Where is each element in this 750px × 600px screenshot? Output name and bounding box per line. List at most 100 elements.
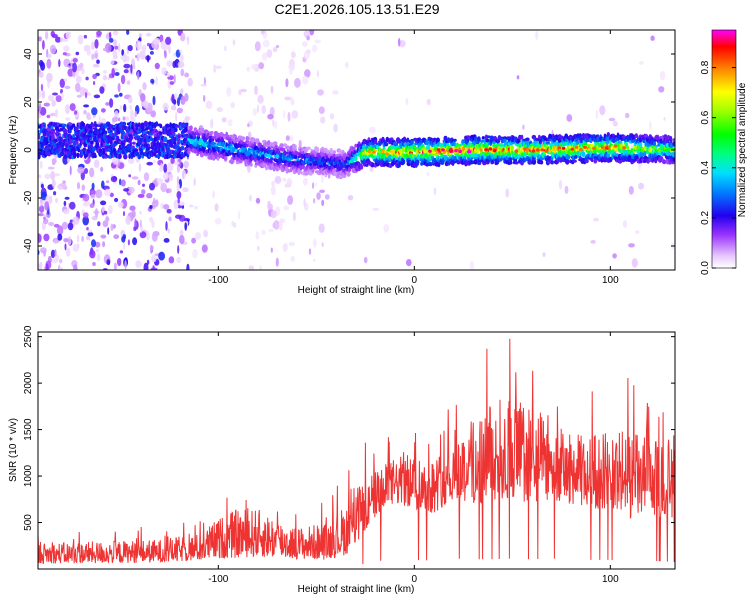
heatmap-cell (287, 195, 294, 205)
heatmap-cell (181, 154, 186, 158)
heatmap-cell (212, 190, 215, 199)
heatmap-cell (59, 78, 65, 89)
heatmap-cell (53, 239, 58, 244)
heatmap-cell (158, 251, 166, 261)
heatmap-cell (106, 259, 111, 266)
heatmap-cell (62, 180, 66, 184)
heatmap-cell (119, 105, 123, 110)
heatmap-cell (119, 250, 124, 254)
heatmap-cell (184, 222, 187, 231)
heatmap-cell (102, 148, 106, 155)
heatmap-cell (76, 94, 82, 98)
heatmap-cell (168, 256, 175, 264)
y-tick-label: -40 (23, 238, 34, 253)
heatmap-cell (176, 107, 183, 114)
heatmap-cell (257, 94, 264, 104)
heatmap-cell (104, 188, 111, 197)
heatmap-cell (250, 63, 258, 70)
heatmap-cell (164, 50, 167, 59)
heatmap-cell (380, 149, 385, 154)
heatmap-cell (203, 229, 209, 238)
heatmap-cell (284, 96, 291, 101)
heatmap-cell (54, 173, 60, 177)
heatmap-cell (139, 150, 144, 155)
heatmap-cell (290, 256, 296, 262)
heatmap-cell (177, 197, 180, 204)
heatmap-cell (46, 152, 51, 157)
heatmap-cell (87, 232, 94, 237)
heatmap-cell (104, 130, 108, 135)
heatmap-cell (83, 34, 88, 39)
heatmap-cell (172, 60, 177, 69)
heatmap-cell (449, 149, 454, 153)
heatmap-cell (45, 263, 49, 270)
heatmap-cell (522, 124, 525, 130)
heatmap-cell (121, 49, 125, 57)
heatmap-cell (117, 83, 121, 93)
heatmap-cell (69, 144, 74, 148)
heatmap-cell (108, 205, 113, 214)
heatmap-cell (64, 243, 67, 251)
heatmap-cell (63, 200, 67, 207)
heatmap-cell (175, 214, 182, 219)
heatmap-cell (140, 93, 146, 103)
heatmap-cell (179, 229, 184, 237)
heatmap-cell (139, 140, 142, 145)
heatmap-cell (65, 117, 71, 121)
heatmap-cell (177, 245, 180, 254)
heatmap-cell (318, 106, 325, 114)
heatmap-cell (240, 137, 245, 141)
heatmap-cell (359, 163, 363, 170)
heatmap-cell (333, 150, 336, 154)
heatmap-cell (72, 134, 75, 139)
heatmap-cell (112, 156, 119, 165)
heatmap-cell (428, 149, 432, 153)
heatmap-cell (212, 155, 216, 161)
heatmap-cell (171, 105, 177, 111)
heatmap-cell (165, 221, 168, 231)
heatmap-cell (100, 200, 107, 206)
colorbar-tick-label: 0.8 (700, 60, 711, 74)
spectrogram-x-axis-title: Height of straight line (km) (298, 285, 415, 296)
heatmap-cell (51, 130, 55, 135)
heatmap-cell (48, 222, 55, 226)
heatmap-cell (119, 92, 123, 97)
heatmap-cell (138, 33, 143, 38)
heatmap-cell (103, 210, 108, 215)
heatmap-cell (73, 110, 78, 115)
heatmap-cell (112, 30, 119, 36)
heatmap-cell (142, 82, 147, 91)
heatmap-cell (285, 135, 290, 141)
heatmap-cell (247, 123, 250, 128)
heatmap-cell (176, 175, 179, 186)
heatmap-cell (130, 64, 133, 74)
heatmap-cell (177, 97, 180, 107)
heatmap-cell (292, 211, 296, 222)
heatmap-cell (132, 141, 136, 145)
heatmap-cell (163, 238, 170, 243)
heatmap-cell (469, 147, 474, 151)
heatmap-cell (146, 193, 153, 199)
heatmap-cell (275, 257, 279, 267)
heatmap-cell (183, 160, 189, 169)
heatmap-cell (608, 117, 616, 122)
heatmap-cell (43, 213, 47, 218)
heatmap-cell (61, 38, 69, 42)
heatmap-cell (536, 148, 540, 152)
heatmap-cell (304, 69, 311, 78)
y-tick-label: 2500 (23, 325, 34, 348)
heatmap-cell (312, 44, 318, 53)
heatmap-cell (155, 199, 159, 205)
heatmap-cell (39, 106, 47, 116)
heatmap-cell (165, 123, 170, 129)
heatmap-cell (639, 61, 644, 65)
heatmap-cell (160, 202, 164, 209)
heatmap-cell (142, 44, 147, 53)
heatmap-cell (90, 140, 94, 145)
heatmap-cell (123, 188, 130, 192)
heatmap-cell (287, 111, 291, 122)
heatmap-cell (363, 256, 368, 264)
spectrogram-heatmap (38, 30, 675, 270)
heatmap-cell (95, 144, 100, 148)
heatmap-cell (49, 44, 57, 55)
